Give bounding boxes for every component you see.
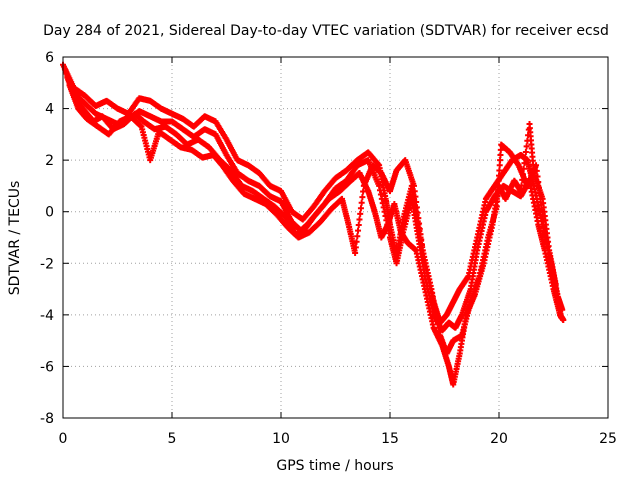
data-point xyxy=(418,236,425,243)
x-tick-label: 20 xyxy=(490,431,508,447)
x-tick-label: 5 xyxy=(168,431,177,447)
data-point xyxy=(541,223,548,230)
data-point xyxy=(353,238,360,245)
x-tick-label: 15 xyxy=(381,431,399,447)
y-tick-label: -4 xyxy=(40,308,54,324)
x-tick-label: 10 xyxy=(272,431,290,447)
data-point xyxy=(497,157,504,164)
data-point xyxy=(537,195,544,202)
data-point xyxy=(355,222,362,229)
data-point xyxy=(535,179,542,186)
data-point xyxy=(415,215,422,222)
data-points xyxy=(60,61,567,388)
data-point xyxy=(539,212,546,219)
y-tick-label: 0 xyxy=(45,205,54,221)
data-point xyxy=(417,231,424,238)
x-tick-label: 0 xyxy=(59,431,68,447)
y-tick-label: -8 xyxy=(40,411,54,427)
data-point xyxy=(497,146,504,153)
x-axis: 0 5 10 15 20 25 xyxy=(59,57,617,447)
data-point xyxy=(355,227,362,234)
data-point xyxy=(558,314,565,321)
data-point xyxy=(522,148,529,155)
data-point xyxy=(521,160,528,167)
data-point xyxy=(536,190,543,197)
data-point xyxy=(538,206,545,213)
data-point xyxy=(533,167,540,174)
data-point xyxy=(357,205,364,212)
data-point xyxy=(357,210,364,217)
data-point xyxy=(523,143,530,150)
data-point xyxy=(494,193,501,200)
plot-frame xyxy=(62,56,609,419)
data-point xyxy=(414,209,421,216)
data-point xyxy=(416,220,423,227)
series-track-1 xyxy=(60,61,566,326)
data-point xyxy=(416,225,423,232)
data-point xyxy=(495,177,502,184)
data-point xyxy=(518,182,525,189)
data-point xyxy=(534,173,541,180)
data-point xyxy=(493,203,500,210)
data-point xyxy=(356,216,363,223)
y-tick-label: -2 xyxy=(40,256,54,272)
data-point xyxy=(535,184,542,191)
data-point xyxy=(413,204,420,211)
data-point xyxy=(496,167,503,174)
data-point xyxy=(538,201,545,208)
data-point xyxy=(494,188,501,195)
data-point xyxy=(497,151,504,158)
data-point xyxy=(517,188,524,195)
y-tick-label: 6 xyxy=(45,50,54,66)
data-point xyxy=(358,199,365,206)
data-point xyxy=(360,188,367,195)
series-track-2 xyxy=(62,66,567,334)
y-tick-label: -6 xyxy=(40,359,54,375)
data-point xyxy=(533,162,540,169)
data-point xyxy=(522,154,529,161)
data-point xyxy=(418,242,425,249)
data-point xyxy=(410,182,417,189)
y-tick-label: 2 xyxy=(45,153,54,169)
data-point xyxy=(354,233,361,240)
data-point xyxy=(352,244,359,251)
y-axis: -8 -6 -4 -2 0 2 4 6 xyxy=(40,50,608,427)
data-point xyxy=(411,188,418,195)
grid xyxy=(63,57,608,418)
data-point xyxy=(412,193,419,200)
chart-title: Day 284 of 2021, Sidereal Day-to-day VTE… xyxy=(43,23,609,39)
data-point xyxy=(359,194,366,201)
data-point xyxy=(540,218,547,225)
data-point xyxy=(352,249,359,256)
data-point xyxy=(495,182,502,189)
x-tick-label: 25 xyxy=(599,431,617,447)
data-point xyxy=(494,198,501,205)
y-tick-label: 4 xyxy=(45,102,54,118)
data-point xyxy=(496,172,502,179)
data-point xyxy=(496,162,503,169)
y-axis-label: SDTVAR / TECUs xyxy=(7,181,23,296)
data-point xyxy=(413,199,420,206)
x-axis-label: GPS time / hours xyxy=(276,458,393,474)
series-track-4 xyxy=(66,82,565,357)
